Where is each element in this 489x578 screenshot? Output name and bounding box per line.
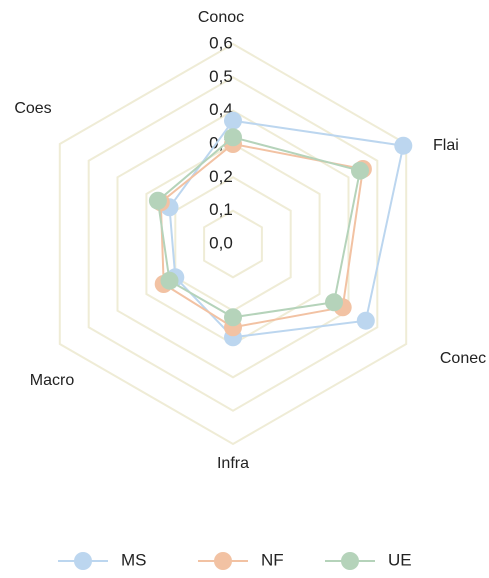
- legend-marker: [341, 552, 359, 570]
- axis-label-macro: Macro: [30, 372, 75, 389]
- tick-label: 0,0: [209, 233, 233, 252]
- radar-grid: [60, 44, 406, 444]
- data-point: [394, 137, 412, 155]
- legend-label: UE: [388, 550, 412, 569]
- data-point: [224, 128, 242, 146]
- data-point: [224, 308, 242, 326]
- grid-ring: [60, 44, 406, 444]
- legend-marker: [214, 552, 232, 570]
- data-point: [325, 293, 343, 311]
- axis-label-flai: Flai: [433, 137, 459, 154]
- legend: MS NF UE: [58, 550, 412, 570]
- tick-label: 0,5: [209, 67, 233, 86]
- data-point: [357, 312, 375, 330]
- tick-label: 0,1: [209, 200, 233, 219]
- tick-label: 0,6: [209, 33, 233, 52]
- legend-item-ms: MS: [58, 550, 147, 570]
- axis-label-infra: Infra: [217, 455, 249, 472]
- tick-label: 0,2: [209, 167, 233, 186]
- series-layer: [149, 112, 412, 347]
- axis-label-conoc: Conoc: [198, 9, 244, 26]
- axis-label-conec: Conec: [440, 350, 486, 367]
- data-point: [161, 272, 179, 290]
- data-point: [351, 162, 369, 180]
- axis-label-coes: Coes: [14, 100, 51, 117]
- legend-label: NF: [261, 550, 284, 569]
- series-ms: [161, 112, 413, 347]
- legend-label: MS: [121, 550, 147, 569]
- data-point: [149, 192, 167, 210]
- legend-marker: [74, 552, 92, 570]
- legend-item-nf: NF: [198, 550, 284, 570]
- legend-item-ue: UE: [325, 550, 412, 570]
- grid-ring: [175, 177, 290, 310]
- axis-labels: Conoc Flai Conec Infra Macro Coes: [14, 9, 486, 472]
- data-point: [224, 112, 242, 130]
